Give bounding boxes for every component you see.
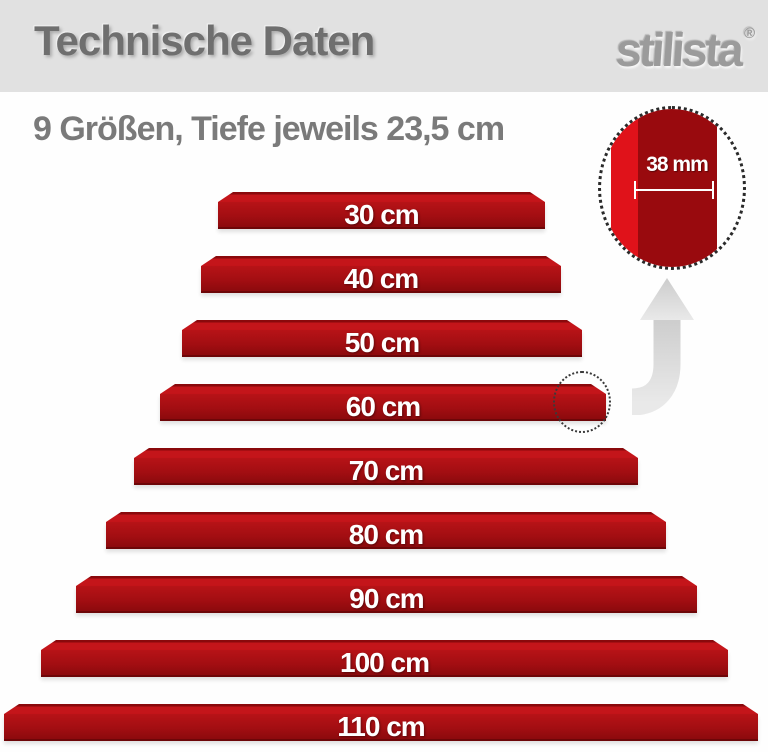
shelf-top-face [182, 320, 582, 330]
stilista-logo-text: stilista [614, 23, 743, 76]
shelf-top-face [160, 384, 606, 394]
shelf-size-label: 60 cm [345, 391, 421, 422]
shelf-30cm: 30 cm [218, 192, 545, 229]
shelf-top-face [4, 704, 758, 714]
shelf-40cm: 40 cm [201, 256, 561, 293]
stilista-logo: stilista® [614, 22, 756, 77]
shelf-50cm: 50 cm [182, 320, 582, 357]
shelf-80cm: 80 cm [106, 512, 666, 549]
shelf-front-face: 100 cm [41, 647, 728, 678]
shelf-90cm: 90 cm [76, 576, 697, 613]
zoom-arrow-icon [631, 278, 694, 415]
shelf-size-label: 50 cm [344, 327, 420, 358]
shelf-size-label: 90 cm [349, 583, 424, 614]
shelf-front-face: 30 cm [218, 199, 545, 230]
shelf-top-face [218, 192, 545, 202]
shelf-size-label: 40 cm [343, 263, 419, 294]
shelf-top-face [41, 640, 728, 650]
thickness-measurement-label: 38 mm [646, 153, 709, 176]
shelf-70cm: 70 cm [134, 448, 638, 485]
shelf-size-label: 30 cm [344, 199, 419, 230]
shelf-edge-front-detail [611, 109, 638, 267]
shelf-front-face: 60 cm [160, 391, 606, 422]
sizes-subtitle: 9 Größen, Tiefe jeweils 23,5 cm [33, 110, 505, 148]
shelf-top-face [76, 576, 697, 586]
shelf-size-label: 70 cm [348, 455, 424, 486]
detail-magnifier-circle: 38 mm [598, 106, 746, 270]
measurement-line [634, 181, 714, 199]
shelf-front-face: 50 cm [182, 327, 582, 358]
shelf-size-label: 80 cm [348, 519, 424, 550]
shelf-front-face: 80 cm [106, 519, 666, 550]
header-band: Technische Daten stilista® [0, 0, 768, 92]
shelf-front-face: 90 cm [76, 583, 697, 614]
shelf-front-face: 110 cm [4, 711, 758, 742]
shelf-110cm: 110 cm [4, 704, 758, 741]
shelf-front-face: 70 cm [134, 455, 638, 486]
shelf-top-face [134, 448, 638, 458]
shelf-top-face [106, 512, 666, 522]
shelf-front-face: 40 cm [201, 263, 561, 294]
shelf-size-label: 110 cm [337, 711, 425, 742]
measurement-tick-left [634, 181, 636, 199]
shelf-60cm: 60 cm [160, 384, 606, 421]
highlight-dotted-ellipse [553, 371, 611, 433]
shelf-top-face [201, 256, 561, 266]
shelf-size-label: 100 cm [340, 647, 430, 678]
shelf-edge-top-detail [638, 109, 717, 267]
page-title: Technische Daten [34, 17, 375, 64]
shelf-100cm: 100 cm [41, 640, 728, 677]
registered-trademark-icon: ® [743, 25, 756, 42]
measurement-tick-right [712, 181, 714, 199]
